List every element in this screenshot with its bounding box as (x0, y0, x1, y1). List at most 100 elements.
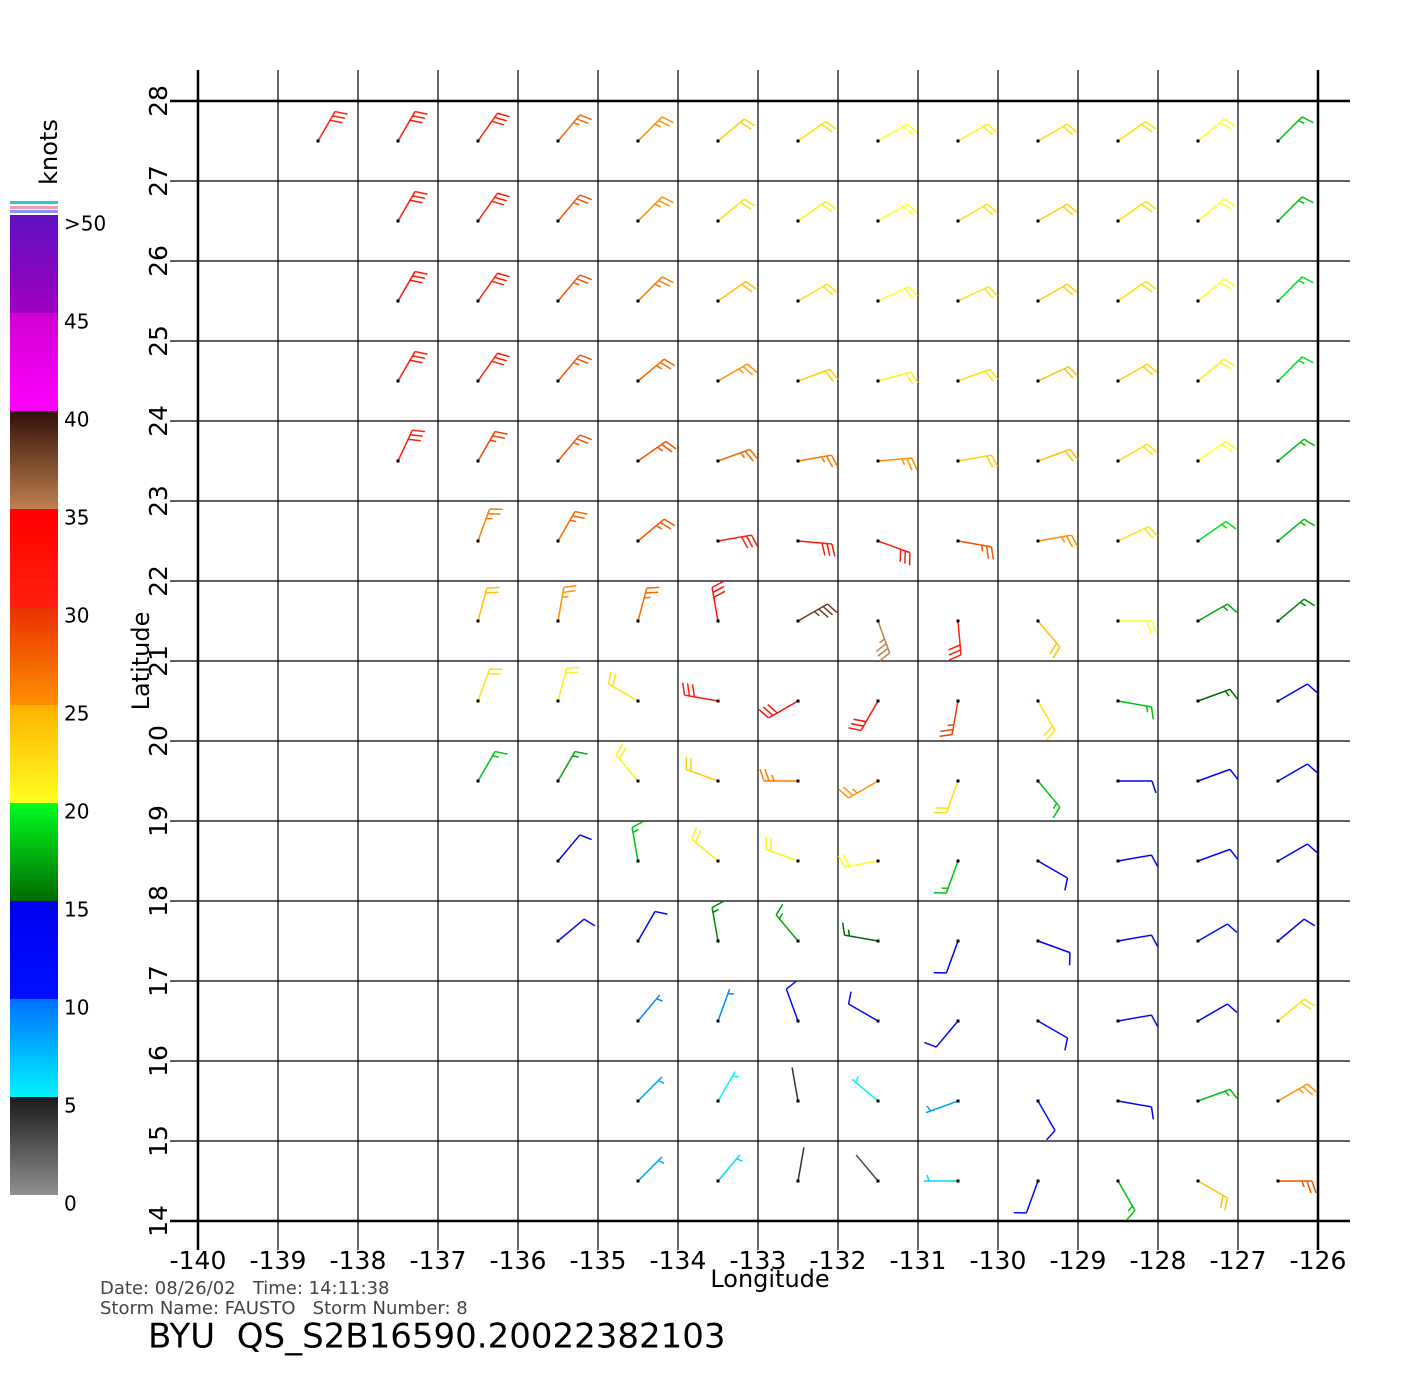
station-dot (1196, 699, 1200, 703)
wind-barb (1277, 598, 1316, 622)
wind-barb (1197, 440, 1237, 462)
station-dot (1116, 1179, 1120, 1183)
station-dot (1276, 699, 1280, 703)
wind-barb (1037, 448, 1079, 462)
y-tick-label: 19 (144, 805, 173, 837)
wind-barb (1037, 203, 1078, 222)
wind-barb (924, 1020, 959, 1048)
station-dot (1196, 859, 1200, 863)
wind-barb (875, 620, 891, 662)
station-dot (1116, 219, 1120, 223)
x-axis-label: Longitude (710, 1265, 829, 1293)
station-dot (556, 379, 560, 383)
station-dot (396, 139, 400, 143)
colorbar-tick-label: 35 (64, 506, 89, 530)
x-tick-label: -136 (490, 1246, 547, 1275)
y-tick-label: 15 (144, 1125, 173, 1157)
station-dot (876, 859, 880, 863)
station-dot (556, 539, 560, 543)
station-dot (1036, 459, 1040, 463)
station-dot (476, 699, 480, 703)
station-dot (1036, 1099, 1040, 1103)
station-dot (716, 219, 720, 223)
station-dot (636, 1099, 640, 1103)
wind-barb (948, 620, 962, 661)
station-dot (876, 1019, 880, 1023)
station-dot (1196, 619, 1200, 623)
station-dot (876, 939, 880, 943)
station-dot (716, 459, 720, 463)
wind-barb (877, 123, 918, 142)
wind-barb (637, 910, 668, 942)
station-dot (1116, 1019, 1120, 1023)
station-dot (876, 459, 880, 463)
station-dot (1036, 1019, 1040, 1023)
wind-barb (685, 756, 719, 782)
wind-barb (477, 192, 510, 222)
colorbar-segment (10, 803, 58, 901)
wind-barb (1037, 283, 1078, 302)
station-dot (716, 939, 720, 943)
station-dot (1276, 139, 1280, 143)
wind-barb (785, 980, 799, 1022)
wind-barb (717, 118, 756, 142)
wind-barb (717, 448, 759, 462)
station-dot (556, 139, 560, 143)
wind-barb (1197, 923, 1238, 942)
station-dot (636, 459, 640, 463)
station-dot (876, 619, 880, 623)
wind-barb (691, 827, 719, 862)
station-dot (796, 539, 800, 543)
station-dot (556, 939, 560, 943)
station-dot (1116, 379, 1120, 383)
wind-barb (717, 280, 757, 302)
wind-barb (1117, 934, 1159, 947)
station-dot (716, 699, 720, 703)
colorbar-segment (10, 1097, 58, 1195)
footer-date: Date: 08/26/02 Time: 14:11:38 (100, 1278, 390, 1299)
station-dot (876, 539, 880, 543)
wind-barb (1037, 1020, 1069, 1051)
x-tick-label: -133 (730, 1246, 787, 1275)
wind-barb (1117, 363, 1158, 382)
station-dot (1196, 139, 1200, 143)
wind-barb (397, 270, 428, 302)
colorbar-segment (10, 215, 58, 313)
wind-barb (765, 836, 799, 862)
station-dot (956, 219, 960, 223)
station-dot (636, 139, 640, 143)
station-dot (716, 299, 720, 303)
wind-barb (557, 834, 592, 862)
station-dot (1116, 619, 1120, 623)
wind-barb (1277, 438, 1316, 462)
station-dot (796, 299, 800, 303)
station-dot (1276, 939, 1280, 943)
wind-barb (1037, 940, 1071, 966)
station-dot (556, 859, 560, 863)
wind-barb (1117, 1014, 1159, 1027)
wind-barb (797, 454, 839, 468)
wind-barb (1277, 196, 1314, 222)
station-dot (556, 619, 560, 623)
x-tick-label: -134 (650, 1246, 707, 1275)
station-dot (556, 699, 560, 703)
wind-barb (1117, 443, 1158, 462)
wind-barb (841, 922, 879, 942)
station-dot (1196, 1019, 1200, 1023)
station-dot (1036, 299, 1040, 303)
station-dot (956, 539, 960, 543)
station-dot (876, 779, 880, 783)
wind-barb (847, 991, 879, 1022)
station-dot (1116, 779, 1120, 783)
wind-barb (933, 940, 959, 974)
wind-barb (797, 200, 837, 222)
station-dot (1276, 539, 1280, 543)
wind-barb (717, 988, 735, 1022)
station-dot (876, 1099, 880, 1103)
wind-barb (1037, 620, 1061, 659)
station-dot (796, 779, 800, 783)
wind-barb (797, 603, 838, 622)
station-dot (1036, 699, 1040, 703)
wind-barb (1277, 763, 1318, 782)
wind-barb (711, 580, 726, 622)
